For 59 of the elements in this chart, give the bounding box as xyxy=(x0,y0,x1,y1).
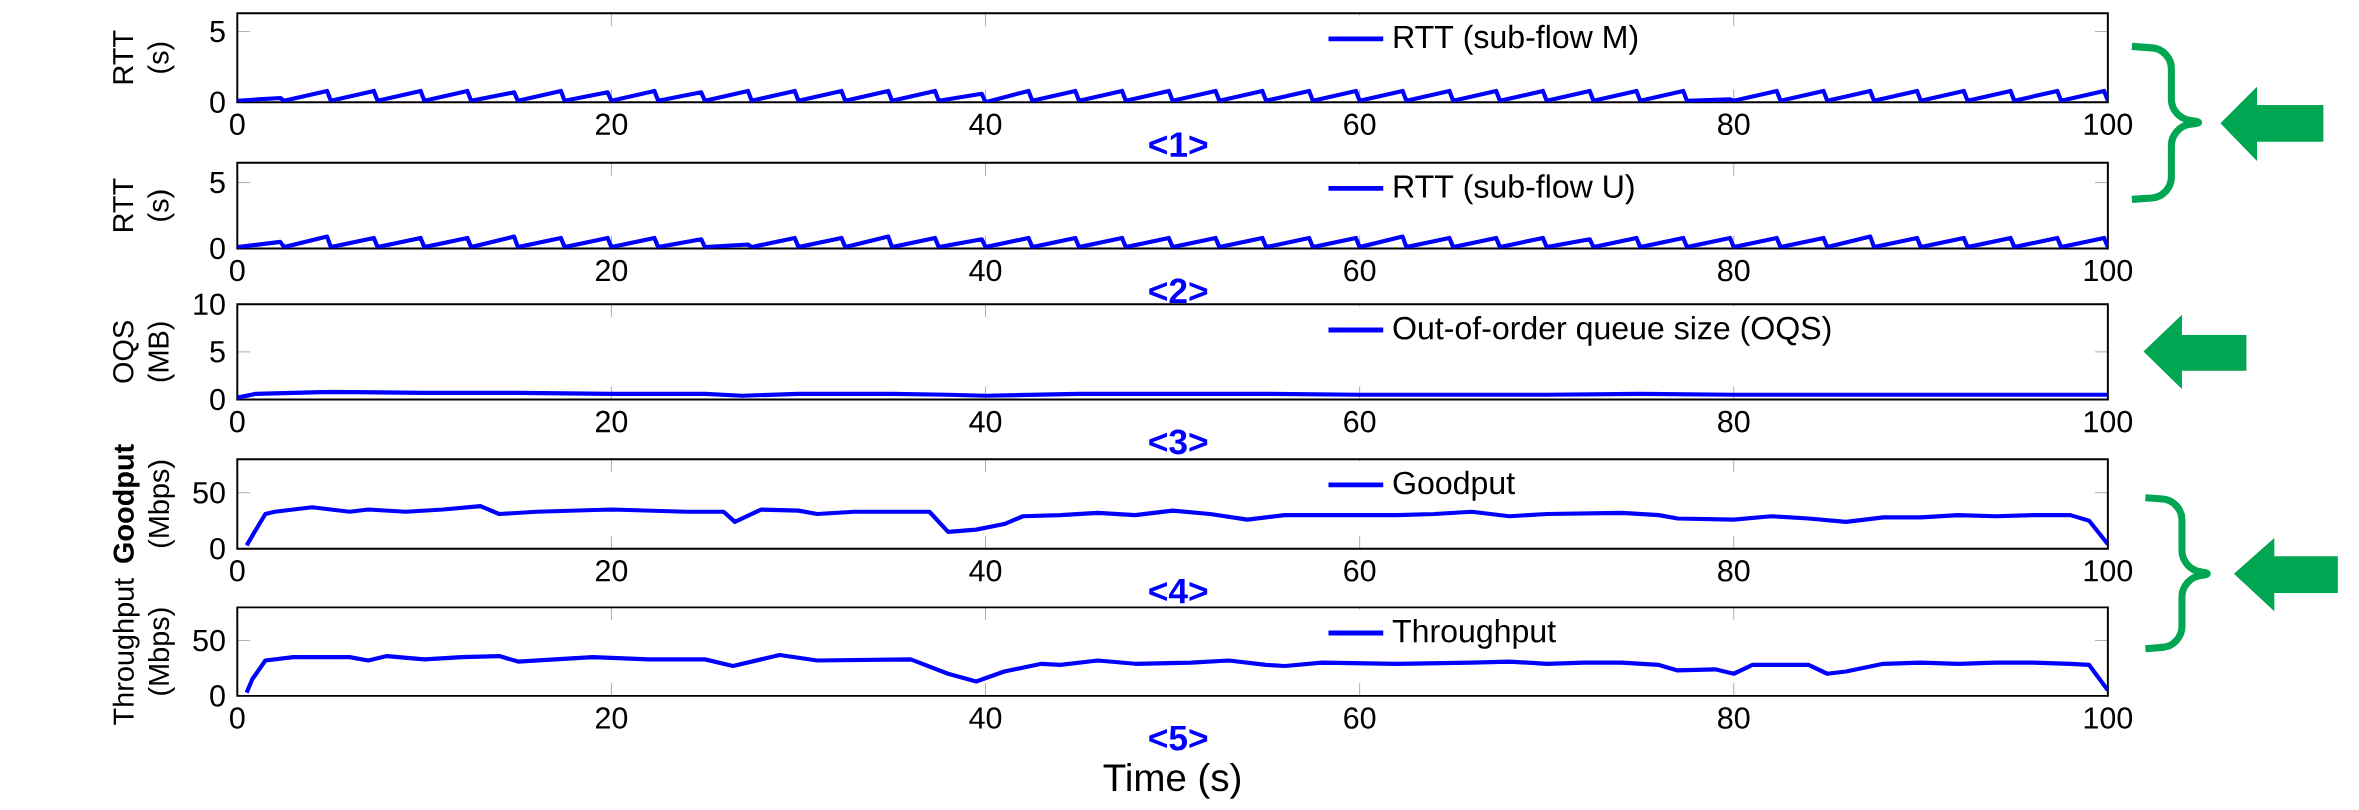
legend-label: Goodput xyxy=(1393,470,1515,501)
x-tick-label: 100 xyxy=(2084,113,2133,136)
y-tick-label: 0 xyxy=(210,91,225,114)
legend-label: RTT (sub-flow U) xyxy=(1394,174,1634,205)
x-tick-label: 20 xyxy=(595,707,628,729)
x-tick-label: 0 xyxy=(230,707,245,729)
y-tick-label: 50 xyxy=(193,482,225,504)
y-axis-title: Throughput (Mbps) xyxy=(112,578,175,725)
x-tick-label: 20 xyxy=(595,560,628,582)
legend-label: Out-of-order queue size (OQS) xyxy=(1393,316,1831,347)
x-tick-label: 20 xyxy=(595,113,628,136)
x-tick-label: 80 xyxy=(1718,411,1750,433)
x-tick-label: 0 xyxy=(230,259,245,282)
y-axis-title: OQS (MB) xyxy=(113,321,175,383)
x-tick-label: 40 xyxy=(969,259,1002,282)
y-tick-label: 0 xyxy=(210,685,225,707)
text: <4> xyxy=(1149,579,1208,604)
line-series xyxy=(237,89,2108,103)
x-tick-label: 80 xyxy=(1718,113,1750,136)
line-series xyxy=(237,234,2108,249)
y-tick-label: 5 xyxy=(210,21,225,43)
y-tick-label: 0 xyxy=(210,237,225,260)
text: <5> xyxy=(1149,726,1208,751)
y-tick-label: 5 xyxy=(210,341,225,363)
y-axis-title: RTT (s) xyxy=(113,178,175,232)
legend-label: Throughput xyxy=(1392,619,1556,650)
x-tick-label: 60 xyxy=(1344,411,1376,433)
x-tick-label: 80 xyxy=(1718,560,1750,582)
x-tick-label: 0 xyxy=(230,411,245,433)
x-tick-label: 100 xyxy=(2084,411,2133,433)
x-tick-label: 100 xyxy=(2084,707,2133,729)
x-tick-label: 100 xyxy=(2084,560,2133,582)
legend-label: RTT (sub-flow M) xyxy=(1394,25,1638,55)
x-tick-label: 80 xyxy=(1718,707,1750,729)
y-axis-title: Goodput (Mbps) xyxy=(112,444,175,564)
x-tick-label: 0 xyxy=(230,113,245,136)
x-tick-label: 20 xyxy=(595,259,628,282)
x-tick-label: 60 xyxy=(1344,560,1376,582)
x-tick-label: 60 xyxy=(1344,113,1376,136)
x-tick-label: 40 xyxy=(969,411,1002,433)
y-tick-label: 0 xyxy=(210,388,225,411)
x-tick-label: 60 xyxy=(1344,707,1376,729)
text: <2> xyxy=(1149,278,1208,304)
x-tick-label: 60 xyxy=(1344,259,1376,282)
y-tick-label: 50 xyxy=(193,629,225,652)
x-tick-label: 0 xyxy=(230,560,245,582)
y-tick-label: 5 xyxy=(210,172,225,194)
y-axis-title: RTT (s) xyxy=(113,30,175,84)
x-axis-title: Time (s) xyxy=(1103,763,1240,800)
x-tick-label: 20 xyxy=(595,411,628,433)
text: <1> xyxy=(1149,132,1208,157)
x-tick-label: 40 xyxy=(969,560,1002,582)
y-tick-label: 0 xyxy=(210,538,225,560)
x-tick-label: 80 xyxy=(1718,259,1750,282)
x-tick-label: 40 xyxy=(969,113,1002,136)
x-tick-label: 100 xyxy=(2084,259,2133,282)
y-tick-label: 10 xyxy=(194,293,225,316)
text: <3> xyxy=(1149,429,1208,455)
x-tick-label: 40 xyxy=(969,707,1002,729)
